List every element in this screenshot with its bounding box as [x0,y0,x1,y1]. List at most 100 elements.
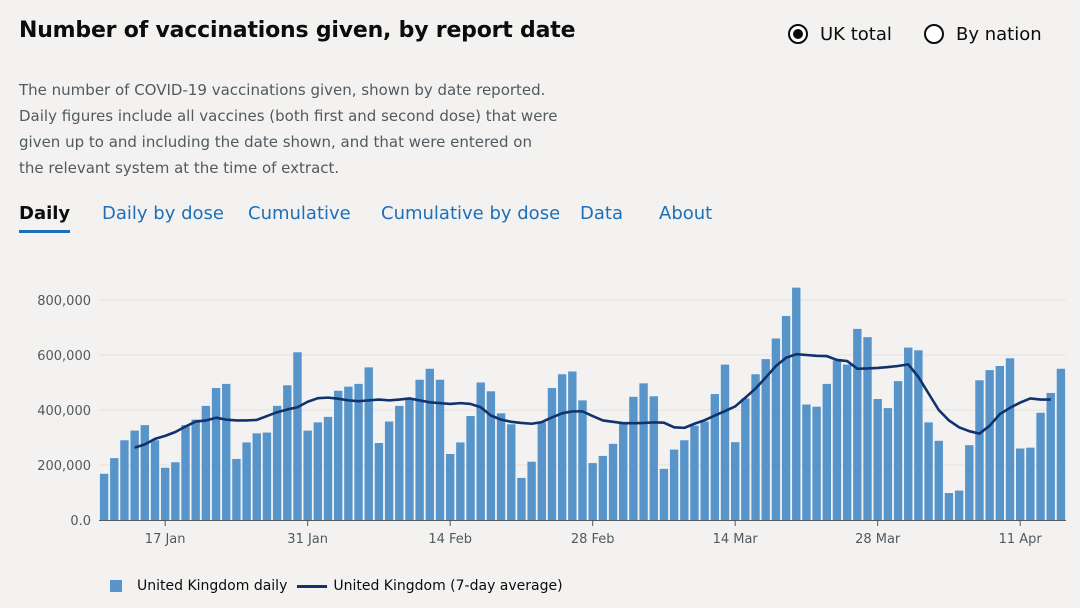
daily-bar[interactable] [222,383,231,521]
by-nation-radio[interactable]: By nation [924,20,1042,48]
daily-bar[interactable] [751,374,760,520]
daily-bar[interactable] [252,433,261,521]
daily-bar[interactable] [924,422,933,521]
daily-bar[interactable] [334,390,343,520]
daily-bar[interactable] [934,440,943,520]
daily-bar[interactable] [160,467,170,520]
daily-bar[interactable] [965,445,974,520]
daily-bar[interactable] [700,421,709,520]
daily-bar[interactable] [639,383,648,520]
daily-bar[interactable] [364,367,373,521]
daily-bar[interactable] [272,405,282,521]
daily-bar[interactable] [822,383,831,521]
daily-bar[interactable] [985,370,994,521]
daily-bar[interactable] [944,493,954,520]
daily-bar[interactable] [242,442,251,520]
daily-bar[interactable] [191,419,200,521]
daily-bar[interactable] [384,421,394,520]
daily-bar[interactable] [873,399,882,520]
daily-bar[interactable] [659,468,669,520]
daily-bar[interactable] [557,374,567,520]
daily-bar[interactable] [578,400,587,521]
daily-bar[interactable] [608,443,618,520]
daily-bar[interactable] [435,379,445,520]
daily-bar[interactable] [568,371,577,521]
daily-bar[interactable] [771,338,781,521]
daily-bar[interactable] [303,430,312,521]
daily-bar[interactable] [1056,368,1066,520]
uk-total-radio[interactable]: UK total [788,20,892,48]
daily-bar[interactable] [812,406,821,520]
daily-bar[interactable] [344,386,353,521]
daily-bar[interactable] [802,404,811,521]
daily-bar[interactable] [730,442,740,520]
daily-bar[interactable] [476,382,485,521]
daily-bar[interactable] [262,432,272,520]
daily-bar[interactable] [283,385,292,520]
daily-bar[interactable] [832,360,842,521]
daily-bar[interactable] [863,337,872,521]
daily-bar[interactable] [1016,448,1025,521]
daily-bar[interactable] [1046,392,1055,520]
daily-bar[interactable] [598,455,608,520]
daily-bar[interactable] [975,380,984,520]
daily-bar[interactable] [456,442,465,520]
daily-bar[interactable] [1036,412,1045,520]
daily-bar[interactable] [914,350,923,520]
daily-bar[interactable] [425,368,435,520]
tab-daily[interactable]: Daily [19,203,71,233]
daily-bar[interactable] [1026,447,1035,520]
daily-bar[interactable] [232,458,241,520]
daily-bar[interactable] [883,408,893,520]
daily-bar[interactable] [741,398,750,520]
daily-bar[interactable] [181,425,190,521]
daily-bar[interactable] [954,490,964,520]
daily-bar[interactable] [466,416,475,520]
daily-bar[interactable] [374,443,384,520]
tab-daily-by-dose[interactable]: Daily by dose [102,203,224,224]
daily-bar[interactable] [201,405,211,521]
daily-bar[interactable] [313,422,323,521]
daily-bar[interactable] [649,396,658,520]
daily-bar[interactable] [761,359,770,521]
daily-bar[interactable] [629,396,638,520]
daily-bar[interactable] [893,381,903,521]
tab-cumulative-by-dose[interactable]: Cumulative by dose [381,203,561,224]
daily-bar[interactable] [720,364,730,521]
daily-bar[interactable] [995,366,1005,520]
daily-bar[interactable] [211,388,221,520]
daily-bar[interactable] [140,425,149,521]
daily-bar[interactable] [517,477,526,520]
daily-bar[interactable] [354,383,363,521]
daily-bar[interactable] [171,462,180,520]
daily-bar[interactable] [527,461,536,520]
daily-bar[interactable] [547,388,557,520]
daily-bar[interactable] [781,315,791,520]
daily-bar[interactable] [842,364,852,521]
daily-bar[interactable] [690,425,699,520]
tab-data[interactable]: Data [580,203,623,224]
daily-bar[interactable] [792,287,801,520]
daily-bar[interactable] [496,413,506,520]
daily-bar[interactable] [1005,358,1015,520]
daily-bar[interactable] [904,347,913,520]
daily-bar[interactable] [537,422,546,521]
daily-bar[interactable] [710,394,720,520]
daily-bar[interactable] [507,424,516,520]
daily-bar[interactable] [395,405,404,521]
daily-bar[interactable] [853,328,862,521]
tab-cumulative[interactable]: Cumulative [248,203,351,224]
daily-bar[interactable] [120,440,129,520]
daily-bar[interactable] [130,430,139,521]
daily-bar[interactable] [150,440,160,520]
daily-bar[interactable] [323,416,333,521]
daily-bar[interactable] [415,379,424,520]
daily-bar[interactable] [669,449,679,520]
daily-bar[interactable] [293,352,302,520]
daily-bar[interactable] [110,458,119,521]
daily-bar[interactable] [486,391,496,520]
tab-about[interactable]: About [659,203,713,224]
daily-bar[interactable] [619,422,628,521]
daily-bar[interactable] [588,463,597,520]
daily-bar[interactable] [99,473,109,520]
